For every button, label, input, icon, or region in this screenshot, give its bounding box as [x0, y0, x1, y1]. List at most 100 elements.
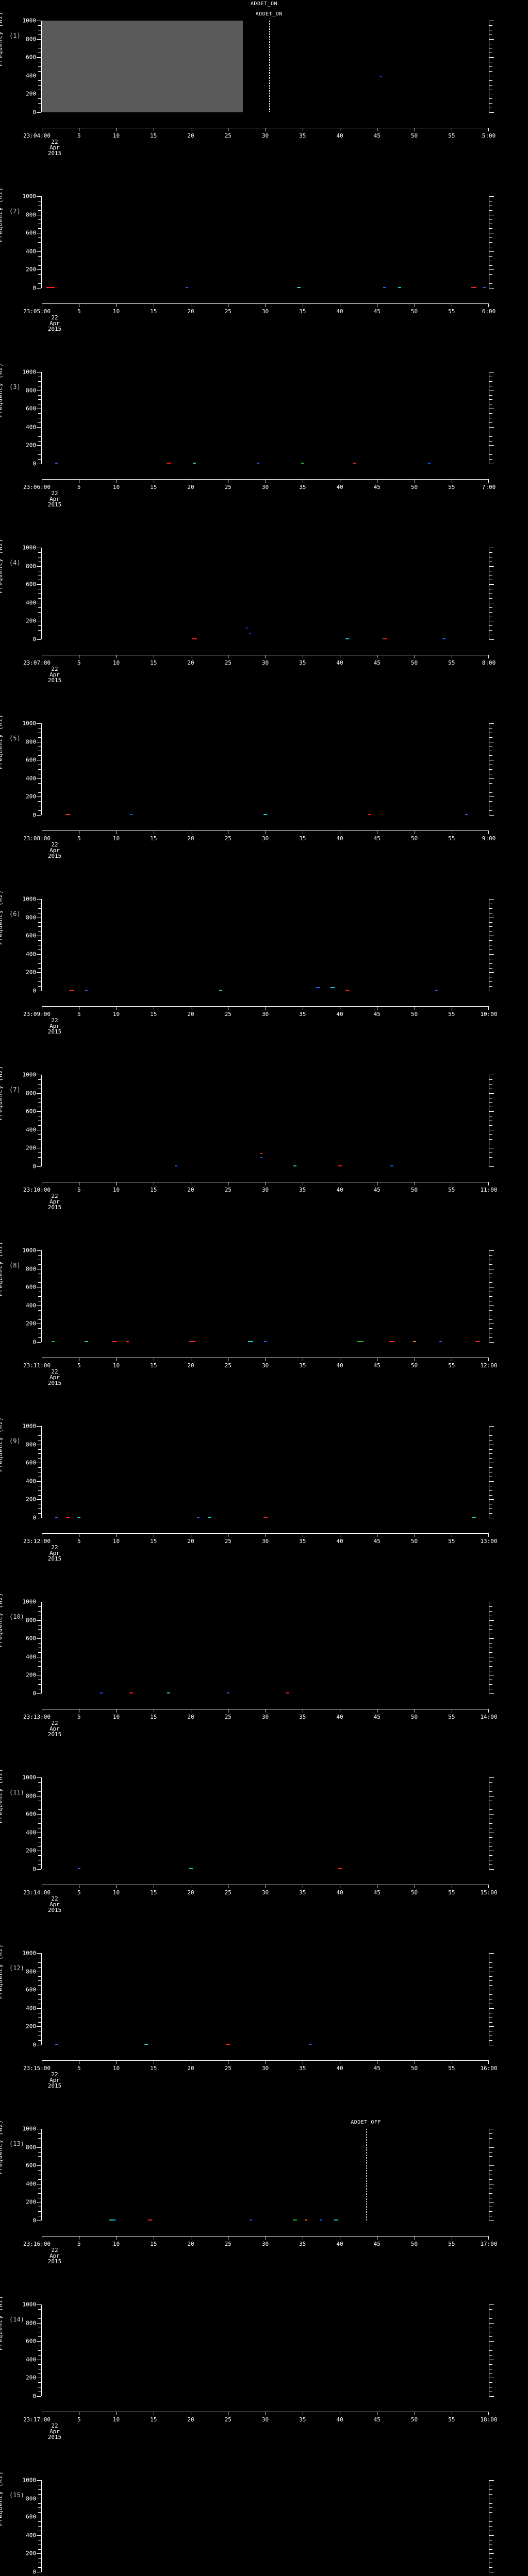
spectrogram-panel: 0 200 400 600 800 1000 Frequency (Hz) (5) 23:08:…	[0, 703, 528, 878]
detection-mark	[186, 287, 189, 289]
x-tick-label: 35	[299, 835, 306, 842]
y-tick-minor	[38, 607, 41, 608]
y-tick-labels: 0 200 400 600 800 1000	[0, 1950, 37, 2048]
x-axis-date-line: 2015	[47, 2258, 62, 2265]
x-tick-label: 55	[448, 2065, 455, 2072]
x-tick-label-start: 23:13:00	[23, 1714, 51, 1720]
y-tick-label: 0	[32, 811, 36, 819]
x-tick-label: 25	[224, 1362, 232, 1369]
x-axis-date: 22 Apr 2015	[38, 1369, 71, 1386]
y-tick-major	[37, 269, 41, 270]
y-tick-minor-right	[489, 413, 492, 414]
y-tick-minor-right	[489, 783, 492, 784]
y-tick-minor	[38, 1079, 41, 1080]
y-tick-minor-right	[489, 2507, 492, 2509]
y-tick-minor-right	[489, 1296, 492, 1297]
x-axis-date-line: Apr	[50, 1198, 60, 1205]
detection-mark	[69, 990, 74, 991]
y-tick-label: 200	[26, 1847, 36, 1854]
x-tick-label: 15	[150, 308, 157, 315]
y-axis-line	[41, 196, 42, 288]
y-axis-title: Frequency (Hz)	[0, 187, 4, 242]
x-axis-date-line: 22	[51, 1720, 58, 1726]
x-axis-date: 22 Apr 2015	[38, 1545, 71, 1562]
y-tick-minor	[38, 274, 41, 275]
y-tick-label: 600	[26, 405, 36, 412]
y-tick-minor	[38, 2494, 41, 2495]
x-tick-label: 5	[77, 1011, 81, 1018]
x-tick-label: 40	[336, 1011, 343, 1018]
y-tick-label: 400	[26, 2180, 36, 2188]
y-tick-label: 0	[32, 1514, 36, 1521]
x-tick-label: 15	[150, 132, 157, 139]
y-tick-label: 200	[26, 617, 36, 624]
detection-mark	[189, 1868, 193, 1870]
x-tick-label: 35	[299, 1362, 306, 1369]
x-tick-label: 10	[112, 2241, 120, 2247]
detection-mark	[435, 990, 438, 991]
x-tick-label: 35	[299, 1889, 306, 1896]
y-tick-minor-right	[489, 1467, 492, 1468]
y-tick-minor	[38, 810, 41, 811]
y-tick-labels: 0 200 400 600 800 1000	[0, 896, 37, 994]
y-tick-major-right	[489, 288, 494, 289]
plot-area	[42, 548, 489, 640]
y-tick-minor	[38, 737, 41, 738]
y-tick-major-right	[489, 269, 494, 270]
x-axis-date-line: Apr	[50, 1023, 60, 1029]
y-tick-minor	[38, 922, 41, 923]
y-tick-major	[37, 2304, 41, 2305]
detection-mark	[100, 1692, 103, 1694]
y-axis-line	[41, 21, 42, 112]
x-tick-label: 55	[448, 308, 455, 315]
y-tick-label: 0	[32, 2393, 36, 2400]
y-tick-minor-right	[489, 612, 492, 613]
detection-mark	[144, 2044, 148, 2045]
detection-mark	[193, 463, 196, 464]
y-tick-label: 1000	[22, 1950, 37, 1957]
spectrogram-panel: 0 200 400 600 800 1000 Frequency (Hz) (14) 23:17…	[0, 2284, 528, 2460]
y-tick-minor	[38, 926, 41, 927]
spectrogram-panel: 0 200 400 600 800 1000 Frequency (Hz) (1) 23:04:…	[0, 0, 528, 176]
y-tick-label: 0	[32, 2041, 36, 2048]
plot-area	[42, 2304, 489, 2396]
x-axis-date: 22 Apr 2015	[38, 666, 71, 683]
y-tick-major-right	[489, 1620, 494, 1621]
y-tick-minor-right	[489, 810, 492, 811]
y-axis-line	[41, 1602, 42, 1693]
spectrogram-panel: 0 200 400 600 800 1000 Frequency (Hz) (10) 23:13…	[0, 1581, 528, 1757]
y-tick-minor	[38, 1435, 41, 1436]
y-tick-labels: 0 200 400 600 800 1000	[0, 1072, 37, 1170]
y-tick-minor-right	[489, 436, 492, 437]
x-axis-line	[42, 479, 489, 483]
detection-mark	[465, 814, 468, 816]
y-tick-label: 400	[26, 1126, 36, 1133]
y-tick-major	[37, 1620, 41, 1621]
x-tick-label: 10	[112, 484, 120, 490]
y-tick-minor-right	[489, 792, 492, 793]
x-axis-date: 22 Apr 2015	[38, 490, 71, 507]
y-axis-line	[41, 2304, 42, 2396]
y-axis-line	[41, 1075, 42, 1166]
x-tick-label: 5	[77, 308, 81, 315]
y-tick-label: 400	[26, 951, 36, 958]
y-tick-labels: 0 200 400 600 800 1000	[0, 2478, 37, 2575]
y-tick-minor-right	[489, 755, 492, 756]
y-tick-minor-right	[489, 1139, 492, 1140]
x-tick-label: 15	[150, 2241, 157, 2247]
y-tick-minor-right	[489, 2526, 492, 2527]
y-tick-minor-right	[489, 2512, 492, 2513]
x-axis-date-line: 2015	[47, 501, 62, 508]
y-tick-minor-right	[489, 440, 492, 442]
y-tick-minor	[38, 1985, 41, 1986]
y-tick-major-right	[489, 639, 494, 640]
x-tick-label: 20	[187, 1538, 194, 1545]
y-tick-major-right	[489, 2341, 494, 2342]
y-tick-minor	[38, 2040, 41, 2041]
detection-mark	[334, 2219, 338, 2221]
y-tick-minor-right	[489, 1157, 492, 1158]
y-tick-minor	[38, 783, 41, 784]
y-tick-label: 600	[26, 1810, 36, 1818]
detection-mark	[380, 76, 382, 78]
detection-mark	[51, 1341, 55, 1343]
